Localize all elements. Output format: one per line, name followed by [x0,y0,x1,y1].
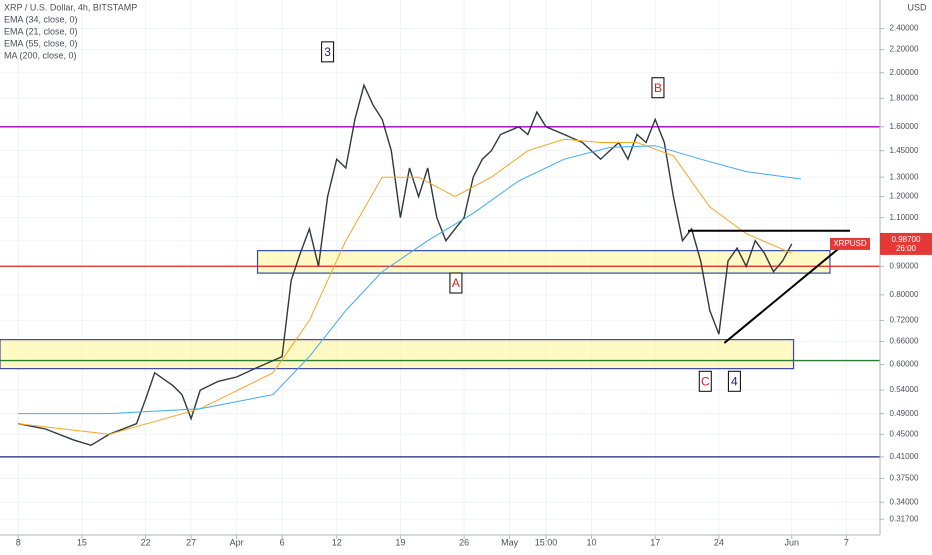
axes: 2.40000 2.20000 2.00000 1.80000 1.60000 1.450… [16,24,932,547]
price-line [18,145,801,415]
wave-label: C [701,374,710,388]
x-tick-label: 8 [16,537,21,547]
x-tick-label: 12 [332,537,342,547]
y-tick-label: 1.30000 [890,172,919,181]
axis-unit: USD [907,2,927,12]
y-tick-label: 2.00000 [890,68,919,77]
wave-label: A [452,276,460,290]
y-tick-label: 1.80000 [890,93,919,102]
y-tick-label: 0.66000 [890,337,919,346]
indicator-label: EMA (21, close, 0) [4,26,78,36]
y-tick-label: 0.80000 [890,290,919,299]
y-tick-label: 0.41000 [890,452,919,461]
wave-label-box [698,370,712,392]
indicator-label: MA (200, close, 0) [4,50,77,60]
trend-line [723,239,849,344]
price-badge-timer: 26:00 [896,244,917,253]
price-axis [880,0,932,550]
x-tick-label: 15 [77,537,87,547]
x-tick-label: Apr [230,537,244,547]
x-tick-label: 10 [587,537,597,547]
indicator-label: EMA (34, close, 0) [4,14,78,24]
y-tick-label: 0.34000 [890,497,919,506]
indicator-label: EMA (55, close, 0) [4,38,78,48]
x-tick-label: 6 [280,537,285,547]
wave-label-box [727,370,741,392]
zone [0,339,795,370]
wave-label-box [321,41,335,63]
wave-label: 4 [731,374,738,388]
chart-title: XRP / U.S. Dollar, 4h, BITSTAMP [4,2,137,12]
y-tick-label: 1.60000 [890,122,919,131]
wave-label: 3 [324,45,331,59]
x-tick-label: 26 [459,537,469,547]
y-tick-label: 0.90000 [890,261,919,270]
y-tick-label: 0.72000 [890,315,919,324]
x-tick-label: 7 [844,537,849,547]
y-tick-label: 0.54000 [890,385,919,394]
y-tick-label: 2.20000 [890,45,919,54]
x-tick-label: May [501,537,519,547]
wave-label-box [449,272,463,294]
price-badge-label: 0.98700 [892,235,921,244]
price-line [18,83,793,447]
y-tick-label: 0.45000 [890,429,919,438]
y-tick-label: 0.49000 [890,409,919,418]
wave-label: B [654,81,662,95]
price-badge [880,232,932,255]
x-tick-label: 22 [141,537,151,547]
y-tick-label: 0.37500 [890,474,919,483]
x-tick-label: 27 [186,537,196,547]
y-tick-label: 0.31700 [890,514,919,523]
y-tick-label: 0.60000 [890,360,919,369]
zone [256,250,831,274]
y-tick-label: 1.10000 [890,213,919,222]
wave-label-box [651,77,665,99]
symbol-label: XRPUSD [833,239,867,248]
price-line [18,138,792,435]
x-tick-label: Jun [784,537,799,547]
x-tick-label: 15:00 [535,537,558,547]
x-tick-label: 19 [395,537,405,547]
y-tick-label: 2.40000 [890,24,919,33]
symbol-badge [830,237,870,250]
plot: 3 B A C 4 XRPUSD [0,41,880,458]
y-tick-label: 1.45000 [890,146,919,155]
y-tick-label: 1.20000 [890,192,919,201]
x-tick-label: 17 [650,537,660,547]
x-tick-label: 24 [714,537,724,547]
